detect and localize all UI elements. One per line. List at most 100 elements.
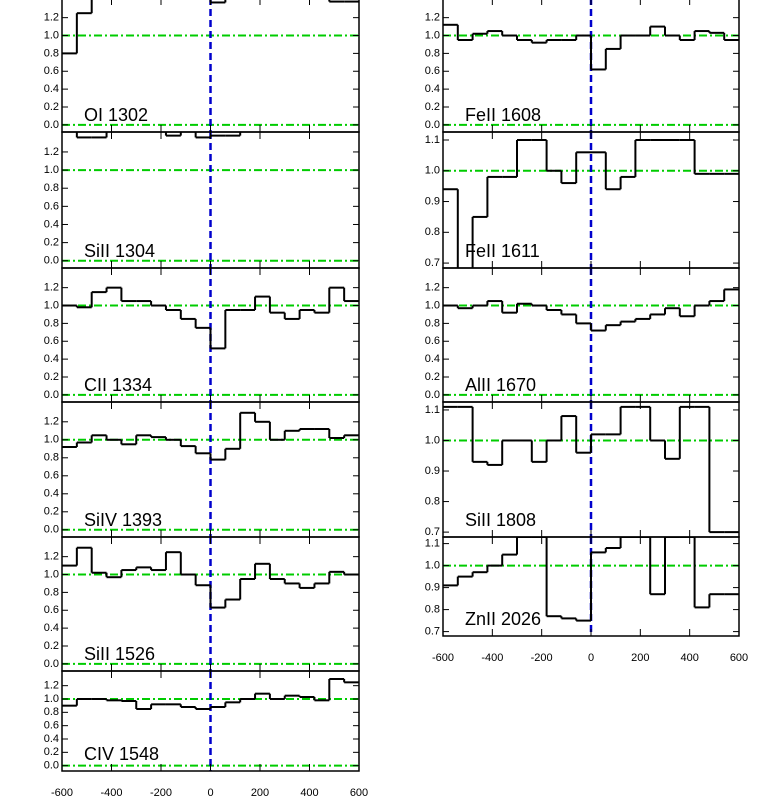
y-tick-label: 1.0 bbox=[44, 29, 59, 41]
y-tick-label: 0.0 bbox=[425, 119, 440, 131]
x-tick-label: 400 bbox=[300, 787, 318, 799]
y-tick-label: 1.0 bbox=[425, 434, 440, 446]
x-tick-label: 0 bbox=[207, 787, 213, 799]
y-tick-label: 0.4 bbox=[44, 488, 59, 500]
y-tick-label: 0.6 bbox=[425, 335, 440, 347]
y-tick-label: 0.7 bbox=[425, 257, 440, 269]
y-tick-label: 1.0 bbox=[44, 164, 59, 176]
y-tick-label: 0.6 bbox=[44, 335, 59, 347]
plot-area bbox=[443, 537, 739, 636]
line-label: SiII 1526 bbox=[84, 644, 155, 664]
y-tick-label: 0.7 bbox=[425, 626, 440, 638]
panel: 0.7 0.8 0.9 1.0 1.1 -600 -400 -200 0 200 400 600 ZnI… bbox=[425, 536, 748, 664]
y-tick-label: 1.2 bbox=[425, 282, 440, 294]
panel: 0.0 0.2 0.4 0.6 0.8 1.0 1.2 SiIV 1393 bbox=[44, 401, 360, 538]
panel: 0.0 0.2 0.4 0.6 0.8 1.0 1.2 CII 1334 bbox=[44, 267, 360, 403]
y-tick-label: 0.6 bbox=[44, 720, 59, 732]
plot-area bbox=[62, 268, 359, 402]
panel: 0.0 0.2 0.4 0.6 0.8 1.0 1.2 AlII 1670 bbox=[425, 267, 740, 403]
y-tick-label: 0.8 bbox=[425, 226, 440, 238]
y-tick-label: 1.2 bbox=[44, 12, 59, 24]
y-tick-label: 1.2 bbox=[44, 282, 59, 294]
y-tick-label: 1.1 bbox=[425, 538, 440, 550]
y-tick-label: 0.9 bbox=[425, 582, 440, 594]
panel: 0.7 0.8 0.9 1.0 1.1 FeII 1611 bbox=[425, 131, 740, 269]
y-tick-label: 1.2 bbox=[44, 680, 59, 692]
y-tick-label: 0.6 bbox=[44, 470, 59, 482]
y-tick-label: 0.6 bbox=[425, 65, 440, 77]
y-tick-label: 1.0 bbox=[425, 560, 440, 572]
y-tick-label: 0.2 bbox=[44, 746, 59, 758]
x-tick-label: -200 bbox=[150, 787, 172, 799]
x-tick-label: 200 bbox=[251, 787, 269, 799]
y-tick-label: 1.0 bbox=[425, 299, 440, 311]
line-label: OI 1302 bbox=[84, 105, 148, 125]
x-tick-label: 0 bbox=[588, 652, 594, 664]
x-tick-label: -200 bbox=[531, 652, 553, 664]
x-tick-label: -600 bbox=[51, 787, 73, 799]
y-tick-label: 0.2 bbox=[44, 101, 59, 113]
plot-area bbox=[62, 0, 359, 132]
y-tick-label: 1.0 bbox=[425, 29, 440, 41]
y-tick-label: 1.0 bbox=[44, 434, 59, 446]
line-label: CIV 1548 bbox=[84, 744, 159, 764]
y-tick-label: 0.2 bbox=[44, 640, 59, 652]
line-label: CII 1334 bbox=[84, 375, 152, 395]
y-tick-label: 0.0 bbox=[44, 658, 59, 670]
y-tick-label: 0.8 bbox=[44, 182, 59, 194]
plot-area bbox=[62, 402, 359, 537]
y-tick-label: 0.0 bbox=[425, 389, 440, 401]
y-tick-label: 0.4 bbox=[44, 733, 59, 745]
x-tick-label: 600 bbox=[730, 652, 748, 664]
y-tick-label: 0.8 bbox=[425, 495, 440, 507]
y-tick-label: 0.6 bbox=[44, 200, 59, 212]
panel: 0.0 0.2 0.4 0.6 0.8 1.0 1.2 FeII 1608 bbox=[425, 0, 740, 133]
y-tick-label: 1.2 bbox=[44, 416, 59, 428]
y-tick-label: 0.6 bbox=[44, 65, 59, 77]
y-tick-label: 1.2 bbox=[44, 551, 59, 563]
plot-area bbox=[62, 537, 359, 671]
line-label: SiII 1304 bbox=[84, 241, 155, 261]
line-label: SiIV 1393 bbox=[84, 510, 162, 530]
y-tick-label: 0.0 bbox=[44, 389, 59, 401]
y-tick-label: 0.8 bbox=[425, 317, 440, 329]
plot-area bbox=[443, 402, 739, 537]
y-tick-label: 0.4 bbox=[425, 83, 440, 95]
y-tick-label: 0.2 bbox=[425, 101, 440, 113]
y-tick-label: 1.2 bbox=[44, 146, 59, 158]
y-tick-label: 0.4 bbox=[44, 622, 59, 634]
y-tick-label: 0.2 bbox=[425, 371, 440, 383]
y-tick-label: 0.7 bbox=[425, 526, 440, 538]
plot-area bbox=[443, 268, 739, 402]
y-tick-label: 0.8 bbox=[44, 586, 59, 598]
y-tick-label: 0.0 bbox=[44, 119, 59, 131]
plot-area bbox=[62, 132, 359, 268]
panel: 0.0 0.20.40.6 0.81.01.2 -600 -400 -200 0 200 400… bbox=[44, 670, 368, 799]
line-label: ZnII 2026 bbox=[465, 609, 541, 629]
y-tick-label: 1.0 bbox=[44, 568, 59, 580]
x-tick-label: -400 bbox=[100, 787, 122, 799]
y-tick-label: 0.8 bbox=[44, 706, 59, 718]
y-tick-label: 1.0 bbox=[44, 299, 59, 311]
y-tick-label: 0.4 bbox=[44, 353, 59, 365]
y-tick-label: 0.2 bbox=[44, 506, 59, 518]
panel: 0.0 0.2 0.4 0.6 0.8 1.0 1.2 SiII 1304 bbox=[44, 131, 360, 269]
y-tick-label: 1.0 bbox=[44, 693, 59, 705]
x-tick-label: -400 bbox=[481, 652, 503, 664]
panel: 0.0 0.2 0.4 0.6 0.8 1.0 1.2 OI 1302 bbox=[44, 0, 360, 133]
y-tick-label: 1.2 bbox=[425, 12, 440, 24]
y-tick-label: 0.0 bbox=[44, 760, 59, 772]
x-tick-label: 600 bbox=[350, 787, 368, 799]
y-tick-label: 0.8 bbox=[425, 604, 440, 616]
y-tick-label: 1.1 bbox=[425, 404, 440, 416]
y-tick-label: 0.8 bbox=[44, 47, 59, 59]
y-tick-label: 0.4 bbox=[425, 353, 440, 365]
line-label: FeII 1608 bbox=[465, 105, 541, 125]
plot-area bbox=[443, 132, 739, 268]
y-tick-label: 0.6 bbox=[44, 604, 59, 616]
x-tick-label: 200 bbox=[631, 652, 649, 664]
y-tick-label: 1.1 bbox=[425, 134, 440, 146]
y-tick-label: 1.0 bbox=[425, 165, 440, 177]
y-tick-label: 0.4 bbox=[44, 83, 59, 95]
